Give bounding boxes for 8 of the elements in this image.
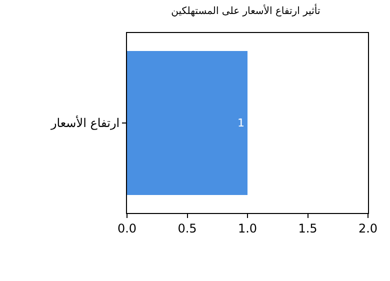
chart-title: تأثير ارتفاع الأسعار على المستهلكين (171, 3, 320, 18)
data-label: 1 (238, 116, 244, 130)
x-tick-label: 1.0 (238, 221, 258, 236)
x-tick-label: 0.5 (178, 221, 197, 236)
y-tick-label: ارتفاع الأسعار (50, 115, 120, 130)
x-tick-label: 0.0 (117, 221, 137, 236)
x-tick-label: 2.0 (358, 221, 378, 236)
x-tick-label: 1.5 (298, 221, 318, 236)
